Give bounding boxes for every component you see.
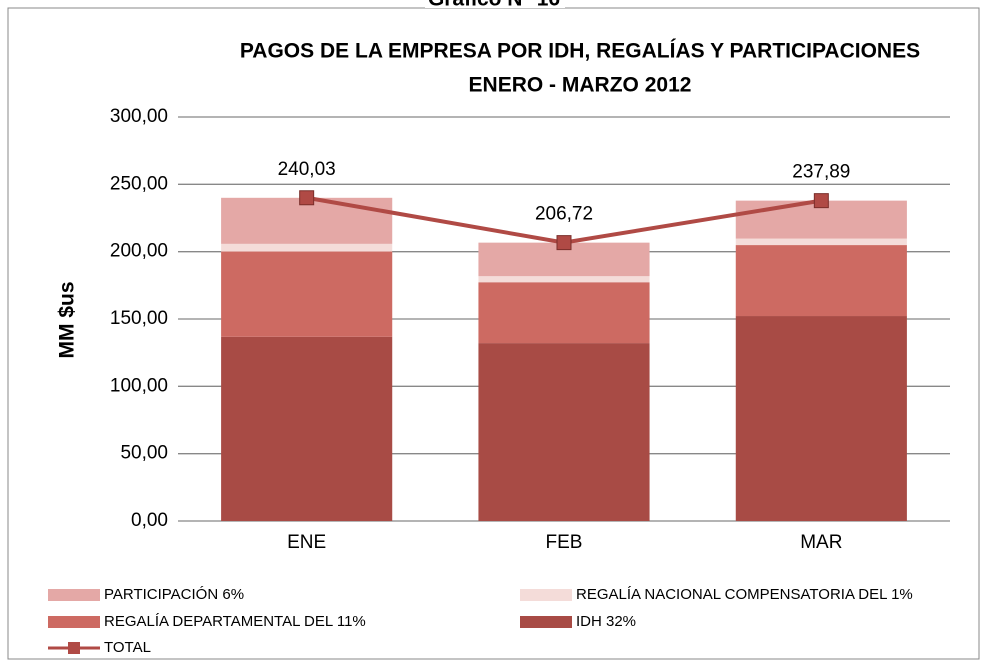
chart-title: PAGOS DE LA EMPRESA POR IDH, REGALÍAS Y … [240, 40, 920, 63]
header-bg [425, 0, 565, 8]
y-tick-label: 0,00 [131, 510, 168, 531]
y-tick-label: 200,00 [110, 241, 168, 262]
legend-label: REGALÍA NACIONAL COMPENSATORIA DEL 1% [576, 586, 913, 603]
bar-segment [478, 343, 650, 521]
y-tick-label: 100,00 [110, 375, 168, 396]
y-axis-label: MM $us [56, 281, 79, 358]
x-tick-label: ENE [287, 532, 326, 553]
legend-label: REGALÍA DEPARTAMENTAL DEL 11% [104, 613, 366, 630]
legend-swatch [520, 616, 572, 628]
legend-marker [68, 642, 80, 654]
bar-segment [735, 238, 907, 246]
legend-swatch [520, 589, 572, 601]
x-tick-label: MAR [800, 532, 842, 553]
bar-segment [478, 282, 650, 344]
bar-segment [735, 245, 907, 317]
legend-label: IDH 32% [576, 613, 636, 630]
data-label: 206,72 [535, 204, 593, 225]
chart-title: ENERO - MARZO 2012 [469, 74, 692, 97]
legend-label: PARTICIPACIÓN 6% [104, 586, 244, 603]
legend-swatch [48, 616, 100, 628]
bar-segment [221, 243, 393, 252]
total-marker [299, 190, 315, 206]
data-label: 237,89 [792, 162, 850, 183]
y-tick-label: 50,00 [120, 443, 168, 464]
bar-segment [735, 316, 907, 521]
y-tick-label: 250,00 [110, 173, 168, 194]
header: Gráfico N° 16 [428, 0, 560, 11]
total-marker [813, 193, 829, 209]
bar-segment [221, 197, 393, 244]
x-tick-label: FEB [546, 532, 583, 553]
data-label: 240,03 [278, 159, 336, 180]
y-tick-label: 150,00 [110, 308, 168, 329]
bar-segment [478, 276, 650, 283]
bar-segment [221, 336, 393, 521]
legend-label: TOTAL [104, 639, 151, 656]
legend-swatch [48, 589, 100, 601]
y-tick-label: 300,00 [110, 106, 168, 127]
total-marker [556, 235, 572, 251]
bar-segment [221, 251, 393, 337]
